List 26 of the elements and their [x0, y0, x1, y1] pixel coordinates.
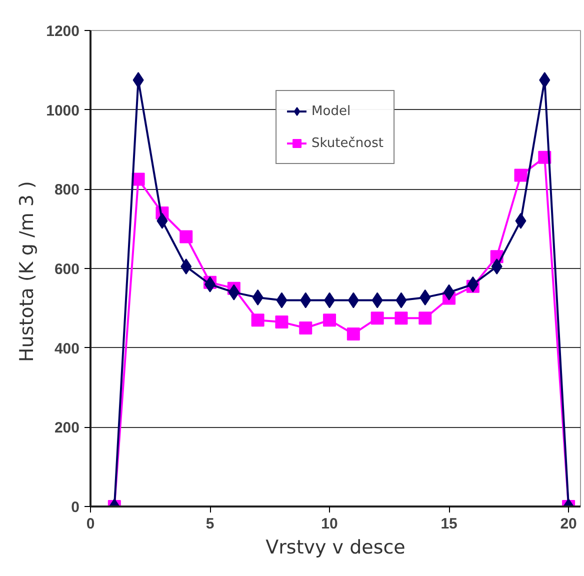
x-tick-label: 5 [206, 516, 214, 532]
legend-label: Model [312, 104, 351, 118]
y-tick-label: 0 [71, 499, 80, 516]
x-tick-label: 0 [86, 516, 95, 532]
point [394, 312, 408, 325]
point [418, 312, 432, 325]
legend-label: Skutečnost [312, 136, 384, 150]
point [275, 316, 288, 329]
point [370, 312, 384, 325]
point [323, 314, 336, 327]
y-tick-label: 200 [54, 420, 80, 437]
x-tick-label: 15 [440, 516, 458, 532]
x-tick-label: 10 [321, 516, 338, 532]
point [299, 322, 312, 334]
y-tick-label: 800 [54, 182, 80, 199]
point [180, 230, 193, 244]
y-tick-label: 1000 [46, 102, 80, 120]
x-axis-title: Vrstvy v desce [266, 536, 406, 558]
y-axis-title: Hustota (K g /m 3 ) [16, 181, 38, 362]
y-tick-label: 600 [54, 261, 80, 278]
y-tick-label: 400 [54, 340, 80, 358]
y-tick-label: 1200 [46, 23, 80, 40]
x-tick-label: 20 [560, 516, 577, 532]
point [346, 327, 360, 340]
point [251, 314, 264, 327]
point [514, 168, 528, 182]
